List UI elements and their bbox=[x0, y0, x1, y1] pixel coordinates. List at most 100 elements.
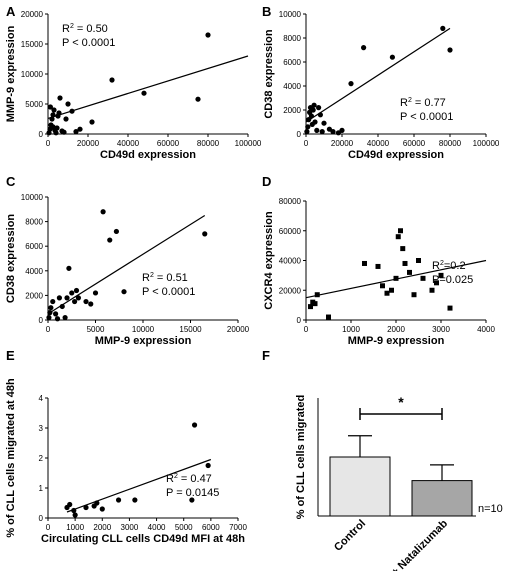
data-point bbox=[348, 81, 354, 87]
data-point bbox=[141, 90, 147, 96]
bar bbox=[411, 480, 473, 517]
data-point bbox=[132, 497, 138, 503]
data-point bbox=[312, 301, 318, 307]
data-point bbox=[66, 265, 72, 271]
y-axis-label: CD38 expression bbox=[5, 214, 17, 304]
data-point bbox=[305, 124, 311, 130]
data-point bbox=[50, 112, 56, 118]
data-point bbox=[62, 314, 68, 321]
data-point bbox=[100, 209, 106, 215]
data-point bbox=[67, 501, 73, 508]
data-point bbox=[317, 112, 323, 118]
x-tick-label: 4000 bbox=[477, 325, 495, 334]
data-point bbox=[375, 263, 381, 269]
data-point bbox=[306, 117, 312, 123]
y-tick-label: 8000 bbox=[25, 218, 43, 227]
regression-line bbox=[47, 214, 206, 315]
data-point bbox=[389, 54, 395, 60]
r-squared-label: R2 = 0.50 bbox=[62, 23, 108, 35]
data-point bbox=[438, 272, 444, 278]
data-point bbox=[61, 129, 67, 135]
data-point bbox=[121, 289, 127, 295]
chart-a: 0 5000 10000 15000 20000 0 20000 40000 60000 8000… bbox=[5, 10, 262, 161]
y-axis-label: CXCR4 expression bbox=[263, 211, 275, 310]
data-point bbox=[48, 305, 54, 311]
x-tick-label: 0 bbox=[304, 139, 309, 148]
data-point bbox=[326, 314, 331, 320]
y-tick-label: 0 bbox=[297, 316, 302, 325]
data-point bbox=[308, 304, 313, 310]
panel-label-d: D bbox=[262, 174, 271, 189]
data-point bbox=[191, 422, 198, 428]
data-point bbox=[440, 25, 446, 31]
y-tick-label: 10000 bbox=[279, 10, 302, 19]
data-point bbox=[310, 107, 316, 113]
y-tick-label: 15000 bbox=[21, 40, 44, 49]
data-point bbox=[319, 129, 325, 135]
data-point bbox=[89, 119, 95, 125]
category-label: + Natalizumab bbox=[389, 517, 450, 571]
data-point bbox=[99, 506, 105, 512]
y-tick-label: 0 bbox=[297, 130, 302, 139]
y-tick-label: 1 bbox=[39, 484, 44, 493]
r-squared-label: R2 = 0.51 bbox=[142, 272, 188, 284]
category-label: Control bbox=[332, 518, 368, 554]
x-tick-label: 7000 bbox=[229, 523, 247, 532]
data-point bbox=[189, 497, 195, 503]
sample-size-label: n=10 bbox=[478, 503, 503, 515]
data-point bbox=[47, 310, 53, 316]
r-squared-label: R2 = 0.47 bbox=[166, 473, 212, 485]
data-point bbox=[77, 126, 83, 132]
r-squared-label: R2=0.2 bbox=[432, 260, 466, 272]
data-point bbox=[83, 298, 89, 305]
r-squared-label: R2 = 0.77 bbox=[400, 97, 446, 109]
data-point bbox=[69, 290, 75, 296]
y-tick-label: 2000 bbox=[25, 291, 43, 300]
x-tick-label: 2000 bbox=[387, 325, 405, 334]
data-point bbox=[447, 305, 453, 311]
y-tick-label: 60000 bbox=[279, 227, 302, 236]
x-axis-label: CD49d expression bbox=[348, 149, 444, 161]
chart-d: 0 20000 40000 60000 80000 0 1000 2000 3000 4000 MM… bbox=[263, 197, 495, 347]
data-point bbox=[311, 102, 317, 108]
data-point bbox=[69, 108, 75, 114]
data-point bbox=[416, 258, 421, 263]
panel-label-a: A bbox=[6, 4, 16, 19]
x-tick-label: 4000 bbox=[148, 523, 166, 532]
x-tick-label: 20000 bbox=[331, 139, 354, 148]
significance-marker: * bbox=[398, 394, 404, 410]
data-point bbox=[59, 303, 65, 310]
data-point bbox=[304, 129, 310, 135]
x-tick-label: 2000 bbox=[93, 523, 111, 532]
y-tick-label: 40000 bbox=[279, 257, 302, 266]
data-point bbox=[72, 298, 78, 305]
data-point bbox=[420, 275, 426, 281]
data-point bbox=[47, 104, 54, 110]
data-point bbox=[57, 95, 63, 101]
p-value-label: P < 0.0001 bbox=[142, 286, 195, 298]
x-tick-label: 100000 bbox=[235, 139, 262, 148]
y-tick-label: 20000 bbox=[279, 286, 302, 295]
y-axis-label: % of CLL cells migrated at 48h bbox=[5, 378, 17, 538]
data-point bbox=[46, 314, 52, 321]
data-point bbox=[402, 260, 408, 266]
data-point bbox=[65, 101, 71, 107]
x-tick-label: 15000 bbox=[179, 325, 202, 334]
data-point bbox=[205, 462, 211, 469]
data-point bbox=[71, 507, 77, 514]
y-tick-label: 8000 bbox=[283, 34, 301, 43]
data-point bbox=[75, 295, 81, 301]
data-point bbox=[393, 275, 399, 281]
x-tick-label: 20000 bbox=[77, 139, 100, 148]
data-point bbox=[316, 105, 322, 111]
x-tick-label: 100000 bbox=[473, 139, 500, 148]
y-tick-label: 10000 bbox=[21, 193, 44, 202]
x-tick-label: 0 bbox=[46, 325, 51, 334]
x-axis-label: CD49d expression bbox=[100, 149, 196, 161]
y-tick-label: 3 bbox=[39, 424, 44, 433]
x-tick-label: 20000 bbox=[227, 325, 250, 334]
y-tick-label: 4000 bbox=[25, 267, 43, 276]
x-tick-label: 80000 bbox=[439, 139, 462, 148]
y-tick-label: 0 bbox=[39, 514, 44, 523]
